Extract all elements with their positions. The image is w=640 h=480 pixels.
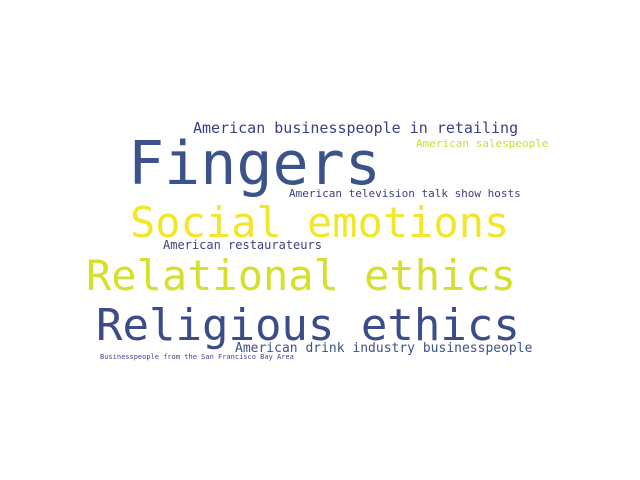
word-american-salespeople: American salespeople [416, 137, 549, 150]
word-religious-ethics: Religious ethics [96, 300, 520, 351]
word-businesspeople-from-the-san-francisco-bay-area: Businesspeople from the San Francisco Ba… [100, 353, 294, 361]
word-fingers: Fingers [128, 129, 381, 199]
word-american-drink-industry-businesspeople: American drink industry businesspeople [235, 341, 533, 356]
word-american-businesspeople-in-retailing: American businesspeople in retailing [193, 119, 519, 137]
word-american-restaurateurs: American restaurateurs [163, 238, 322, 252]
word-american-television-talk-show-hosts: American television talk show hosts [289, 187, 521, 200]
word-social-emotions: Social emotions [130, 198, 510, 247]
word-relational-ethics: Relational ethics [86, 251, 516, 300]
